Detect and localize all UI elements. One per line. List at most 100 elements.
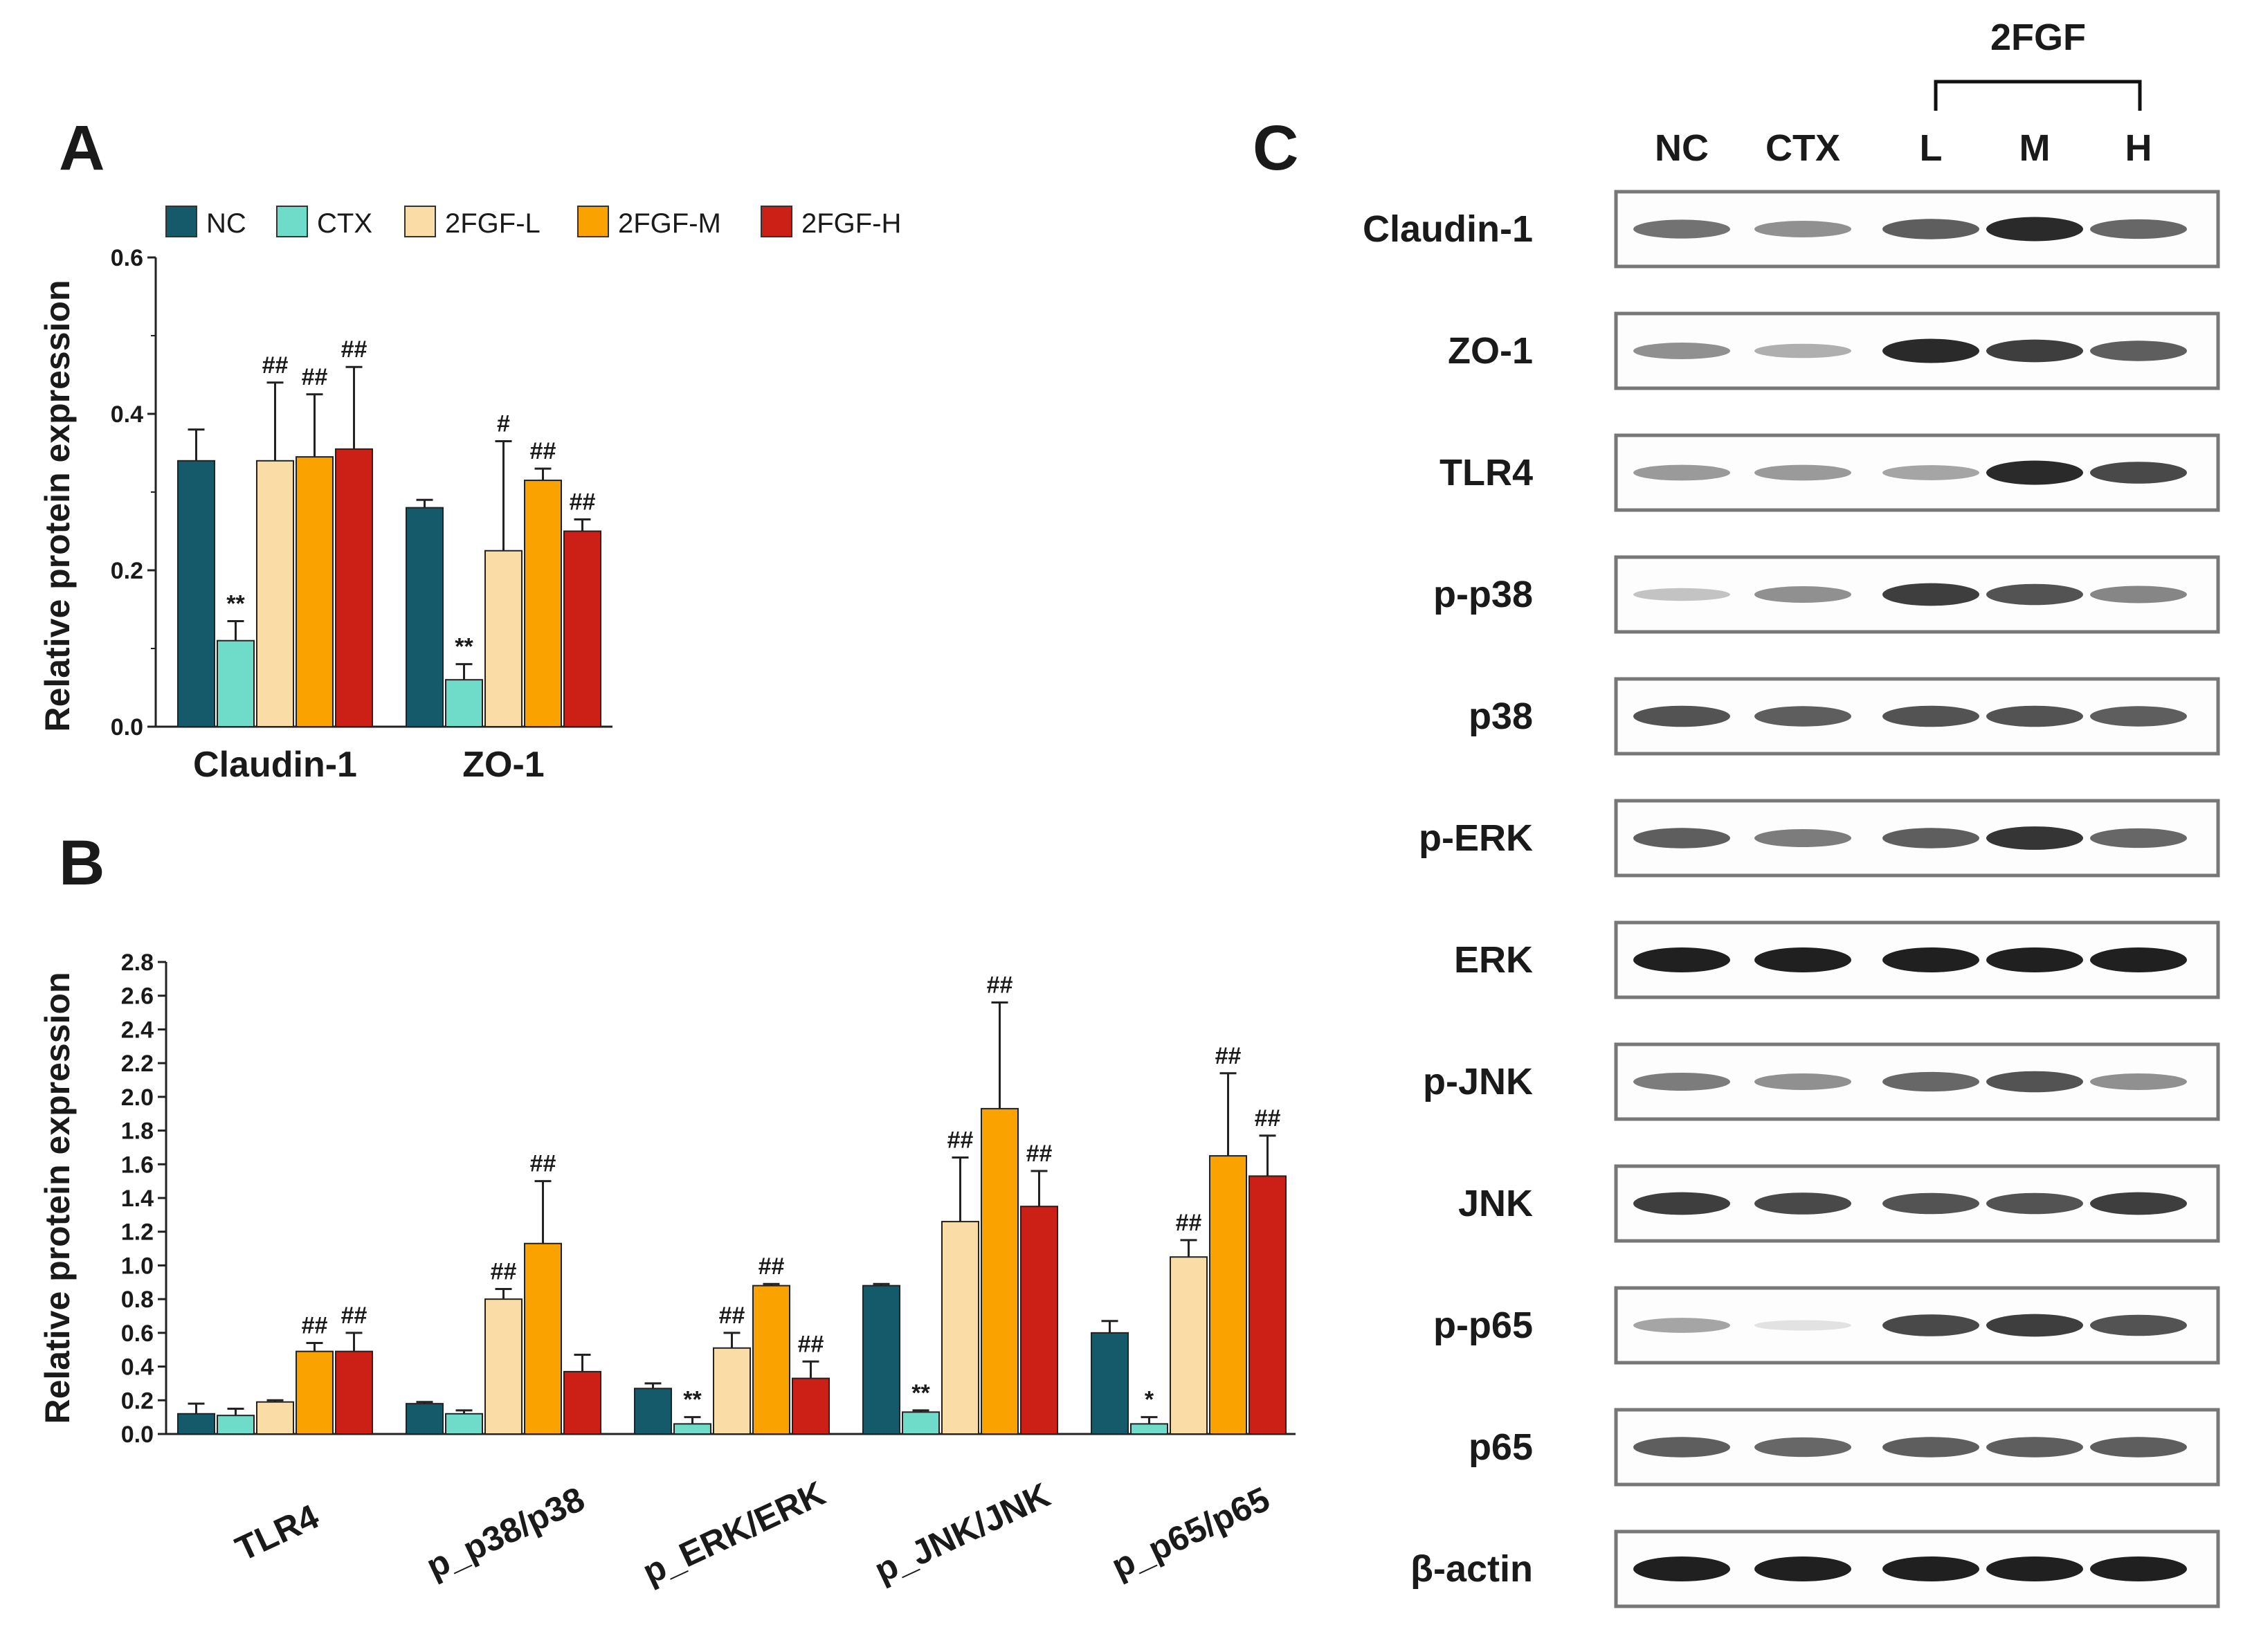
bar-2fgf-m-1 <box>524 480 562 727</box>
bar-2fgf-l-1 <box>484 1298 523 1435</box>
legend-label-2fgf-h: 2FGF-H <box>801 208 901 239</box>
legend-swatch-2fgf-m <box>577 206 609 237</box>
bar-2fgf-m-0 <box>296 456 334 728</box>
bar-nc-0 <box>177 1413 215 1435</box>
blot-row-label: p-ERK <box>1419 817 1533 859</box>
blot-band <box>1882 1192 1979 1215</box>
blot-band <box>1986 947 2083 972</box>
blot-row-label: p-p65 <box>1433 1305 1533 1346</box>
y-tick-label: 1.6 <box>121 1152 154 1178</box>
blot-band <box>2090 828 2187 848</box>
bar-2fgf-m-1 <box>524 1242 562 1435</box>
blot-band <box>2090 947 2187 972</box>
blot-band <box>1986 826 2083 850</box>
significance-label: ** <box>683 1387 702 1413</box>
blot-band <box>1754 221 1851 237</box>
blot-band <box>1754 706 1851 727</box>
significance-label: ## <box>1215 1043 1242 1069</box>
significance-label: ## <box>987 972 1013 998</box>
bar-2fgf-h-4 <box>1248 1175 1287 1435</box>
blot-band <box>1882 828 1979 848</box>
x-category-label: p_p38/p38 <box>421 1480 590 1586</box>
significance-label: * <box>1145 1387 1154 1413</box>
blot-band <box>1986 583 2083 606</box>
y-tick-label: 2.2 <box>121 1051 154 1077</box>
western-blot: 2FGF NC CTX L M H Claudin-1 ZO-1 TLR4 p-p38 p38 p-E… <box>1363 17 2220 1608</box>
significance-label: # <box>497 411 510 437</box>
blot-band <box>1754 1437 1851 1458</box>
significance-label: ## <box>719 1302 745 1329</box>
bar-2fgf-h-2 <box>792 1377 830 1435</box>
blot-band <box>1882 1556 1979 1581</box>
y-tick-label: 0.2 <box>121 1388 154 1414</box>
blot-band <box>2090 1437 2187 1458</box>
bar-2fgf-l-4 <box>1170 1256 1208 1435</box>
bar-2fgf-h-1 <box>563 530 601 727</box>
y-axis-label: Relative protein expression <box>38 972 77 1424</box>
bar-ctx-4 <box>1130 1423 1168 1435</box>
blot-band <box>1754 1556 1851 1581</box>
bar-2fgf-l-1 <box>484 550 523 727</box>
blot-row-label: JNK <box>1458 1183 1533 1224</box>
blot-row-label: ZO-1 <box>1448 330 1533 372</box>
lane-label-m: M <box>2019 127 2051 169</box>
y-tick-label: 0.8 <box>121 1287 154 1313</box>
x-category-label: ZO-1 <box>462 745 544 785</box>
blot-row-label: β-actin <box>1410 1548 1533 1590</box>
y-tick-label: 2.4 <box>121 1017 154 1043</box>
blot-band <box>1754 1192 1851 1215</box>
legend-label-nc: NC <box>206 208 246 239</box>
blot-band <box>2090 341 2187 361</box>
blot-band <box>1882 947 1979 972</box>
bar-ctx-1 <box>445 679 483 728</box>
significance-label: ** <box>226 590 245 617</box>
blot-row-label: p-JNK <box>1423 1061 1533 1102</box>
x-category-label: TLR4 <box>230 1497 325 1569</box>
y-tick-label: 0.4 <box>121 1354 154 1381</box>
blot-row-label: TLR4 <box>1440 452 1533 493</box>
lane-label-nc: NC <box>1655 127 1709 169</box>
blot-band <box>2090 462 2187 484</box>
blot-band <box>1882 583 1979 606</box>
blot-band <box>1986 1556 2083 1581</box>
legend-swatch-nc <box>165 206 197 237</box>
bar-2fgf-l-2 <box>713 1347 751 1435</box>
significance-label: ## <box>302 1312 328 1338</box>
bar-2fgf-m-4 <box>1209 1155 1247 1435</box>
blot-band <box>1633 1318 1730 1333</box>
bar-2fgf-l-3 <box>941 1221 979 1435</box>
group-label: 2FGF <box>1990 17 2086 58</box>
blot-band <box>1882 705 1979 727</box>
y-tick-label: 0.0 <box>121 1422 154 1448</box>
blot-band <box>1986 1071 2083 1093</box>
bar-2fgf-h-0 <box>335 1350 373 1435</box>
lane-label-l: L <box>1920 127 1943 169</box>
y-tick-label: 0.2 <box>111 558 143 584</box>
significance-label: ** <box>911 1380 930 1406</box>
y-tick-label: 0.4 <box>111 401 143 428</box>
bar-2fgf-l-0 <box>256 460 294 727</box>
legend-swatch-ctx <box>276 206 308 237</box>
blot-band <box>1754 1073 1851 1090</box>
blot-band <box>1754 828 1851 848</box>
blot-band <box>1986 460 2083 485</box>
bar-nc-2 <box>634 1388 672 1435</box>
significance-label: ## <box>1255 1105 1281 1132</box>
y-tick-label: 1.4 <box>121 1186 154 1212</box>
blot-band <box>1754 343 1851 358</box>
y-tick-label: 0.6 <box>121 1320 154 1347</box>
y-tick-label: 1.8 <box>121 1118 154 1145</box>
significance-label: ** <box>455 634 473 660</box>
blot-band <box>2090 1314 2187 1336</box>
blot-band <box>1882 1314 1979 1336</box>
blot-band <box>1986 1314 2083 1337</box>
bar-2fgf-m-0 <box>296 1350 334 1435</box>
blot-band <box>1986 1437 2083 1458</box>
x-category-label: Claudin-1 <box>193 745 357 785</box>
bar-2fgf-h-0 <box>335 448 373 727</box>
legend-label-2fgf-m: 2FGF-M <box>618 208 721 239</box>
y-tick-label: 2.6 <box>121 983 154 1010</box>
y-tick-label: 0.6 <box>111 245 143 271</box>
lane-label-h: H <box>2125 127 2152 169</box>
y-axis-label: Relative protein expression <box>38 280 77 732</box>
